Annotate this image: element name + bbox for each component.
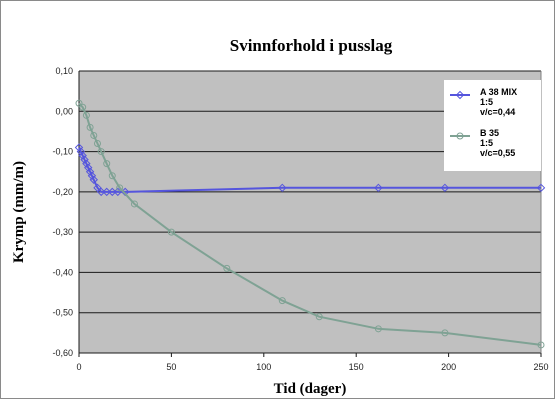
- data-point: [85, 167, 95, 176]
- data-point: [86, 123, 94, 131]
- legend-marker: [456, 132, 464, 140]
- x-tick-label: 100: [256, 362, 271, 372]
- chart-title: Svinnforhold i pusslag: [230, 36, 393, 55]
- legend-label: B 35: [480, 128, 499, 138]
- legend-label: 1:5: [480, 97, 493, 107]
- data-point: [74, 143, 84, 152]
- data-point: [80, 155, 89, 164]
- data-point: [116, 184, 124, 192]
- data-point: [82, 159, 91, 168]
- data-point: [79, 103, 87, 111]
- data-point: [278, 297, 286, 305]
- x-axis-title: Tid (dager): [274, 381, 347, 397]
- data-point: [76, 147, 86, 156]
- data-point: [374, 325, 382, 333]
- data-point: [103, 160, 111, 168]
- x-tick-label: 250: [533, 362, 548, 372]
- legend-label: A 38 MIX: [480, 87, 517, 97]
- data-point: [97, 148, 105, 156]
- data-point: [82, 111, 90, 119]
- data-point: [315, 313, 323, 321]
- x-tick-label: 50: [166, 362, 176, 372]
- series-1: [74, 143, 546, 197]
- y-tick-label: -0,40: [52, 267, 73, 277]
- legend-marker: [455, 90, 465, 100]
- y-tick-label: -0,20: [52, 187, 73, 197]
- data-point: [130, 200, 138, 208]
- series-group: [74, 99, 546, 349]
- y-tick-labels: 0,10 0,00 -0,10 -0,20 -0,30 -0,40 -0,50 -0,60: [52, 66, 73, 358]
- x-tick-labels: 0 50 100 150 200 250: [76, 362, 548, 372]
- y-tick-label: -0,50: [52, 308, 73, 318]
- data-point: [96, 187, 106, 197]
- y-tick-label: 0,10: [55, 66, 73, 76]
- x-tick-label: 150: [349, 362, 364, 372]
- data-point: [536, 183, 546, 193]
- data-point: [84, 163, 93, 172]
- legend-label: v/c=0,55: [480, 148, 515, 158]
- y-tick-label: 0,00: [55, 106, 73, 116]
- y-axis-title: Krymp (mm/m): [11, 161, 27, 263]
- data-point: [167, 228, 175, 236]
- data-point: [440, 183, 450, 193]
- data-point: [441, 329, 449, 337]
- gridlines: [78, 70, 542, 357]
- data-point: [75, 99, 83, 107]
- data-point: [108, 187, 117, 197]
- y-tick-label: -0,10: [52, 147, 73, 157]
- data-point: [108, 172, 116, 180]
- series-line: [78, 102, 542, 346]
- legend-label: 1:5: [480, 138, 493, 148]
- x-tick-label: 0: [76, 362, 81, 372]
- series-2: [75, 99, 545, 349]
- data-point: [374, 183, 383, 193]
- data-point: [102, 187, 111, 197]
- data-point: [93, 140, 101, 148]
- y-tick-label: -0,60: [52, 348, 73, 358]
- series-line: [78, 147, 541, 193]
- x-tick-label: 200: [441, 362, 456, 372]
- y-tick-label: -0,30: [52, 227, 73, 237]
- legend-label: v/c=0,44: [480, 107, 515, 117]
- data-point: [89, 175, 98, 184]
- data-point: [90, 131, 98, 139]
- data-point: [93, 183, 102, 193]
- legend-entry-2: B 351:5v/c=0,55: [450, 128, 515, 158]
- data-point: [78, 151, 87, 160]
- data-point: [223, 264, 231, 272]
- data-point: [278, 183, 287, 193]
- data-point: [537, 341, 545, 349]
- data-point: [87, 171, 97, 180]
